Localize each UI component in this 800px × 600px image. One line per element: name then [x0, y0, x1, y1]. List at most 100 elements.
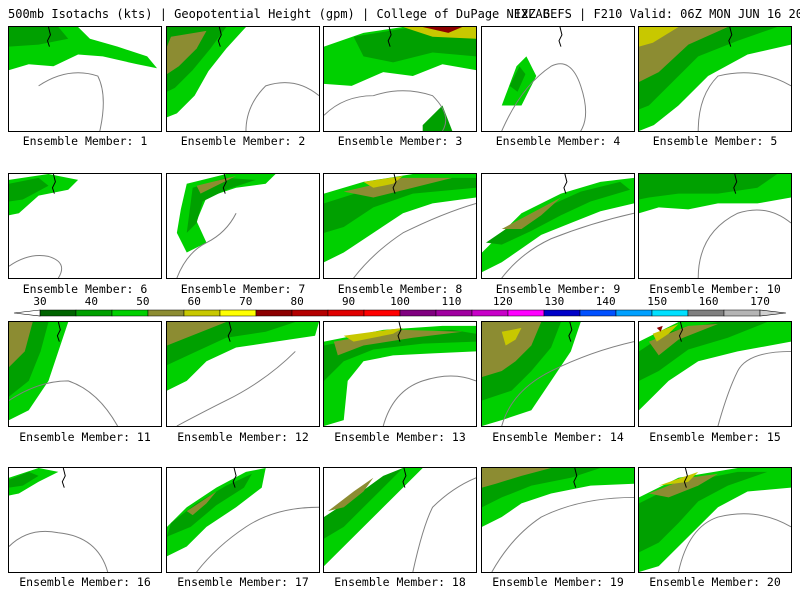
wind-speed-area [402, 27, 476, 39]
isotach-field [324, 322, 476, 426]
colorbar-tick-label: 140 [595, 295, 616, 308]
coastline [501, 63, 587, 131]
ensemble-member-label: Ensemble Member: 7 [180, 282, 306, 296]
colorbar-right-extension [759, 309, 787, 317]
height-contour [217, 27, 222, 47]
isotach-field [167, 322, 319, 426]
colorbar-tick-label: 70 [239, 295, 253, 308]
ensemble-member-label: Ensemble Member: 4 [495, 134, 621, 148]
colorbar: 30 40 50 60 70 80 90 100 110 120 130 140 150 160 170 [0, 296, 800, 320]
isotach-field [9, 174, 79, 278]
wind-speed-area [648, 323, 718, 356]
isotach-field [639, 27, 791, 131]
coastline [9, 530, 109, 572]
height-contour [46, 27, 51, 47]
wind-speed-area [167, 322, 227, 346]
ensemble-member-map [638, 467, 792, 573]
height-contour [61, 468, 66, 488]
coastline [717, 350, 791, 426]
coastline [382, 375, 476, 426]
colorbar-segment [39, 309, 77, 317]
ensemble-member-map [8, 321, 162, 427]
colorbar-tick-label: 120 [492, 295, 513, 308]
wind-speed-area [9, 322, 33, 368]
ensemble-member-map [166, 26, 320, 132]
colorbar-tick-label: 130 [544, 295, 565, 308]
ensemble-member-map [481, 26, 635, 132]
wind-speed-area [509, 66, 526, 92]
ensemble-member-label: Ensemble Member: 10 [649, 282, 781, 296]
ensemble-member-map [323, 321, 477, 427]
isotach-field [639, 174, 791, 278]
height-contour [51, 174, 56, 194]
coastline [501, 341, 634, 426]
height-contour [558, 27, 563, 47]
ensemble-member-label: Ensemble Member: 8 [337, 282, 463, 296]
ensemble-member-map [8, 173, 162, 279]
wind-speed-area [422, 105, 453, 131]
map-header: 500mb Isotachs (kts) | Geopotential Heig… [8, 7, 800, 21]
ensemble-member-label: Ensemble Member: 19 [492, 575, 624, 589]
ensemble-member-label: Ensemble Member: 6 [22, 282, 148, 296]
wind-speed-area [639, 27, 728, 82]
colorbar-left-extension [13, 309, 41, 317]
ensemble-member-label: Ensemble Member: 17 [177, 575, 309, 589]
colorbar-tick-label: 160 [698, 295, 719, 308]
ensemble-member-map [638, 321, 792, 427]
wind-speed-area [639, 27, 679, 47]
wind-speed-area [656, 325, 663, 332]
height-contour [232, 468, 237, 488]
ensemble-member-map [166, 467, 320, 573]
isotach-field [9, 468, 109, 572]
ensemble-member-map [8, 467, 162, 573]
wind-speed-area [363, 175, 403, 188]
ensemble-member-map [8, 26, 162, 132]
ensemble-member-label: Ensemble Member: 16 [19, 575, 151, 589]
colorbar-tick-label: 110 [441, 295, 462, 308]
ensemble-member-label: Ensemble Member: 11 [19, 430, 151, 444]
colorbar-segment [363, 309, 401, 317]
isotach-field [639, 322, 791, 426]
wind-speed-area [482, 468, 552, 488]
wind-speed-area [343, 327, 403, 342]
height-contour [392, 174, 397, 194]
ensemble-member-map [481, 467, 635, 573]
colorbar-segment [111, 309, 149, 317]
ensemble-member-map [323, 467, 477, 573]
colorbar-segment [687, 309, 725, 317]
wind-speed-area [639, 174, 778, 200]
colorbar-segment [219, 309, 257, 317]
wind-speed-area [482, 322, 542, 377]
colorbar-segment [507, 309, 545, 317]
colorbar-tick-label: 90 [341, 295, 356, 308]
colorbar-tick-label: 30 [33, 295, 47, 308]
colorbar-tick-label: 60 [187, 295, 201, 308]
colorbar-segment [183, 309, 221, 317]
isotach-field [324, 468, 476, 572]
height-contour [568, 322, 573, 342]
colorbar-segment [579, 309, 617, 317]
colorbar-segment [723, 309, 761, 317]
wind-speed-area [9, 471, 39, 488]
wind-speed-area [648, 473, 718, 498]
wind-speed-area [167, 473, 252, 537]
wind-speed-area [485, 181, 631, 245]
isotach-field [167, 27, 319, 131]
wind-speed-area [501, 197, 561, 229]
isotach-field [324, 174, 476, 278]
ensemble-member-label: Ensemble Member: 2 [180, 134, 306, 148]
height-contour [733, 174, 738, 194]
colorbar-segment [399, 309, 437, 317]
isotach-field [501, 27, 587, 131]
ensemble-member-map [481, 321, 635, 427]
colorbar-segment [75, 309, 113, 317]
coastline [501, 212, 634, 278]
ensemble-member-label: Ensemble Member: 5 [652, 134, 778, 148]
height-contour [397, 322, 402, 342]
height-contour [573, 468, 578, 488]
wind-speed-area [422, 27, 463, 33]
ensemble-member-map [638, 26, 792, 132]
colorbar-segment [615, 309, 653, 317]
colorbar-segment [255, 309, 293, 317]
wind-speed-area [482, 177, 634, 273]
